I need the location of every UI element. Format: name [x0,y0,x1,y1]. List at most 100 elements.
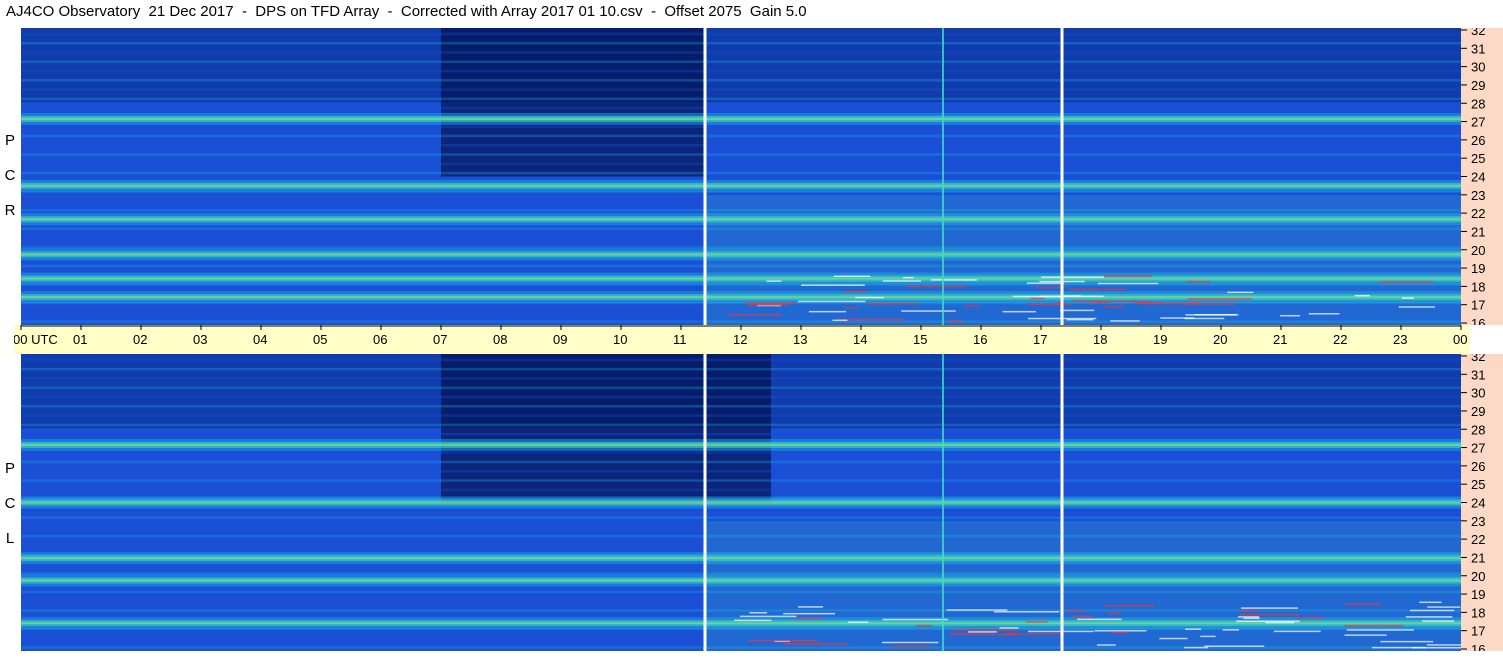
rcp-ytick-label-27: 27 [1471,115,1485,130]
rcp-ytick-label-30: 30 [1471,60,1485,75]
rcp-rfi-vertical [942,28,944,325]
rcp-band-peak-1 [21,277,1461,280]
lcp-rfi-streak [916,625,932,627]
lcp-rfi-vertical [942,354,944,651]
lcp-stripe [21,646,1461,649]
rcp-stripe [21,199,1461,203]
lcp-rfi-streak [881,641,939,644]
lcp-stripe [21,377,1461,380]
rcp-ytick-label-26: 26 [1471,133,1485,148]
rcp-rfi-streak [843,290,868,293]
rcp-ytick-label-17: 17 [1471,298,1485,313]
rcp-rfi-streak [1185,314,1236,316]
time-tick-label-10: 10 [613,332,627,347]
rcp-rfi-streak [833,275,871,278]
rcp-rfi-streak [1002,310,1036,313]
lcp-rfi-streak [1236,620,1300,623]
lcp-band-core-4 [21,441,1461,448]
rcp-stripe [21,106,1461,110]
rcp-stripe [21,320,1461,323]
lcp-rfi-streak [734,619,772,622]
rcp-band-core-4 [21,182,1461,189]
time-tick-label-14: 14 [853,332,867,347]
rcp-label-p: P [4,132,15,149]
rcp-rfi-streak [964,305,980,307]
time-tick-label-21: 21 [1273,332,1287,347]
lcp-stripe [21,544,1461,547]
lcp-stripe [21,432,1461,436]
rcp-afternoon-region [705,195,1461,325]
lcp-stripe [21,367,1461,371]
time-tick-label-1: 01 [73,332,87,347]
lcp-ytick-label-22: 22 [1471,532,1485,547]
rcp-stripe [21,88,1461,91]
rcp-rfi-streak [903,276,914,279]
lcp-band-peak-0 [21,622,1461,625]
time-tick-label-19: 19 [1153,332,1167,347]
rcp-stripe [21,125,1461,128]
rcp-rfi-streak [949,320,963,322]
rcp-rfi-streak [845,307,857,309]
lcp-rfi-streak [997,633,1020,636]
rcp-stripe [21,162,1461,166]
lcp-data-gap-0 [703,354,707,651]
rcp-rfi-streak [1227,291,1254,294]
lcp-rfi-streak [797,606,824,608]
lcp-rfi-streak [739,615,797,618]
lcp-rfi-streak [1204,645,1265,647]
lcp-ytick-label-19: 19 [1471,587,1485,602]
rcp-band-core-2 [21,251,1461,258]
lcp-rfi-streak [749,612,768,614]
lcp-rfi-streak [993,611,1060,613]
lcp-ytick-label-23: 23 [1471,514,1485,529]
lcp-rfi-streak [1237,616,1260,618]
rcp-rfi-streak [930,279,977,281]
lcp-rfi-streak [1344,603,1382,605]
rcp-ytick-label-25: 25 [1471,151,1485,166]
lcp-rfi-streak [1025,621,1048,623]
rcp-rfi-streak [1401,297,1414,299]
lcp-stripe [21,423,1461,427]
rcp-band-peak-3 [21,218,1461,221]
rcp-stripe [21,153,1461,156]
lcp-rfi-streak [1241,607,1299,609]
time-tick-label-18: 18 [1093,332,1107,347]
lcp-rfi-streak [1238,613,1299,616]
lcp-band-core-0 [21,620,1461,627]
lcp-rfi-streak [968,631,997,633]
lcp-ytick-label-28: 28 [1471,422,1485,437]
rcp-rfi-streak [1280,314,1301,317]
rcp-rfi-streak [1039,295,1104,298]
rcp-stripe [21,41,1461,45]
lcp-rfi-streak [847,621,869,623]
rcp-rfi-streak [748,304,787,306]
lcp-rfi-streak [1184,646,1209,649]
rcp-rfi-streak [1184,317,1225,320]
lcp-rfi-streak [1273,630,1321,633]
rcp-stripe [21,134,1461,138]
rcp-band-peak-5 [21,117,1461,120]
lcp-rfi-streak [1419,601,1442,604]
time-tick-label-23: 23 [1393,332,1407,347]
time-tick-label-0: 00 UTC [14,332,58,347]
time-tick-label-15: 15 [913,332,927,347]
lcp-label-l: L [5,530,15,547]
time-tick-label-6: 06 [373,332,387,347]
lcp-band-peak-3 [21,501,1461,504]
rcp-rfi-streak [1012,295,1064,298]
lcp-rfi-streak [1344,634,1387,636]
lcp-rfi-streak [890,645,930,647]
lcp-rfi-streak [946,609,1008,611]
lcp-stripe [21,525,1461,529]
lcp-rfi-streak [1265,621,1295,624]
rcp-rfi-streak [766,280,782,282]
lcp-rfi-streak [795,617,824,620]
lcp-ytick-label-16: 16 [1471,642,1485,651]
rcp-ytick-label-19: 19 [1471,261,1485,276]
lcp-label-c: C [4,495,16,512]
lcp-ytick-label-31: 31 [1471,367,1485,382]
lcp-band-peak-4 [21,443,1461,446]
time-tick-label-12: 12 [733,332,747,347]
lcp-band-peak-2 [21,557,1461,560]
lcp-rfi-streak [783,643,849,645]
